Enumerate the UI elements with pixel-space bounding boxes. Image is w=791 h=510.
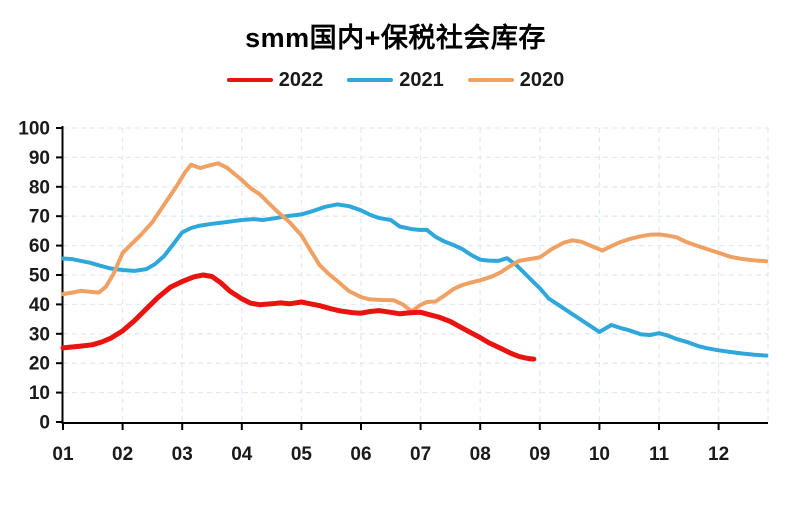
legend-item-2021: 2021 (347, 70, 444, 90)
x-tick-label: 04 (231, 444, 253, 465)
y-tick-label: 100 (18, 119, 50, 140)
series-line-2020 (61, 161, 769, 314)
legend-label-2021: 2021 (399, 69, 444, 91)
y-tick-label: 20 (29, 354, 50, 375)
chart-title: smm国内+保税社会库存 (245, 23, 546, 53)
legend-swatch-2022-icon (226, 77, 273, 83)
series-line-2022 (60, 272, 537, 362)
x-tick-label: 11 (649, 444, 670, 465)
y-tick-label: 70 (29, 207, 50, 228)
y-tick-label: 10 (29, 383, 50, 404)
x-tick-label: 03 (172, 444, 193, 465)
legend-swatch-2020-icon (467, 77, 514, 83)
y-tick-label: 40 (29, 295, 50, 316)
legend-swatch-2021-icon (347, 77, 394, 83)
legend: 2022 2021 2020 (0, 70, 791, 90)
legend-item-2020: 2020 (467, 69, 565, 91)
legend-item-2022: 2022 (226, 69, 324, 91)
x-tick-label: 06 (350, 444, 371, 465)
legend-label-2020: 2020 (519, 69, 565, 91)
series-line-2021 (61, 202, 769, 358)
y-tick-label: 30 (29, 324, 50, 345)
x-tick-label: 05 (291, 444, 313, 465)
x-tick-label: 09 (529, 444, 550, 465)
x-tick-label: 02 (112, 444, 133, 465)
x-tick-label: 12 (708, 444, 729, 465)
y-tick-label: 0 (39, 413, 50, 434)
x-tick-label: 08 (470, 444, 491, 465)
y-tick-label: 60 (29, 236, 50, 257)
y-tick-label: 90 (29, 148, 50, 169)
x-tick-label: 10 (589, 444, 610, 465)
y-tick-label: 50 (29, 266, 50, 287)
y-tick-label: 80 (29, 177, 50, 198)
x-tick-label: 01 (52, 444, 74, 465)
legend-label-2022: 2022 (278, 69, 324, 91)
x-tick-label: 07 (410, 444, 431, 465)
